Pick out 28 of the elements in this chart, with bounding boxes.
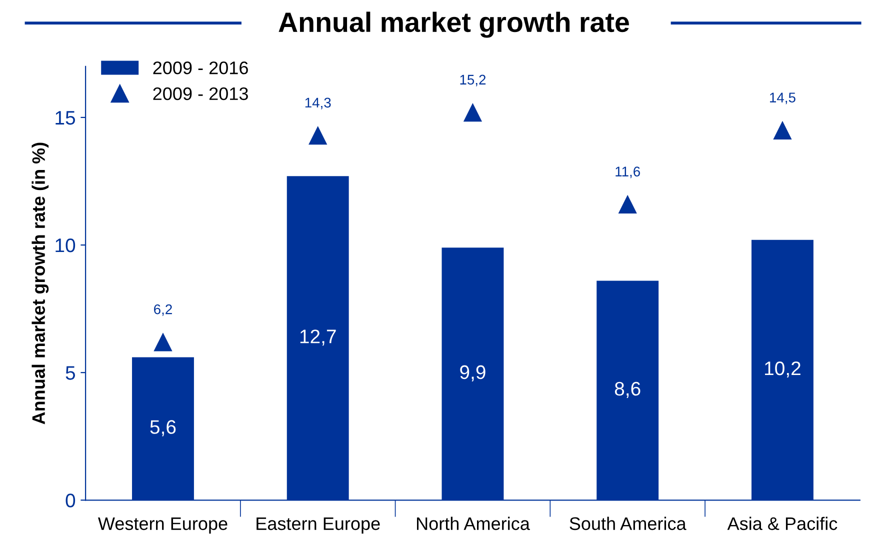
chart-title: Annual market growth rate	[278, 12, 629, 38]
data-label: 8,6	[614, 382, 640, 398]
point	[308, 126, 328, 145]
data-label: 14,5	[770, 92, 796, 104]
data-label: 10,2	[765, 361, 800, 378]
x-tick-label: Eastern Europe	[256, 517, 380, 534]
point	[463, 103, 482, 122]
y-axis-title: Annual market growth rate (in %)	[32, 142, 49, 424]
y-tick-label: 5	[66, 366, 76, 380]
x-tick-label: South America	[570, 516, 686, 530]
x-tick-label: North America	[417, 516, 530, 530]
point	[154, 332, 172, 352]
data-label: 11,6	[616, 166, 640, 178]
y-tick-label: 0	[66, 494, 76, 508]
data-label: 15,2	[460, 74, 486, 86]
data-label: 12,7	[300, 330, 336, 346]
y-tick-label: 10	[56, 238, 76, 252]
data-label: 6,2	[154, 304, 172, 316]
data-label: 14,3	[305, 98, 331, 110]
data-label: 9,9	[460, 365, 486, 382]
point	[618, 194, 637, 214]
data-label: 5,6	[150, 420, 176, 436]
legend-label: 2009 - 2016	[153, 61, 248, 74]
y-tick-label: 15	[56, 111, 76, 125]
x-tick-label: Western Europe	[98, 517, 228, 534]
point	[773, 120, 792, 140]
x-tick-label: Asia & Pacific	[727, 516, 838, 530]
legend-label: 2009 - 2013	[153, 87, 248, 100]
